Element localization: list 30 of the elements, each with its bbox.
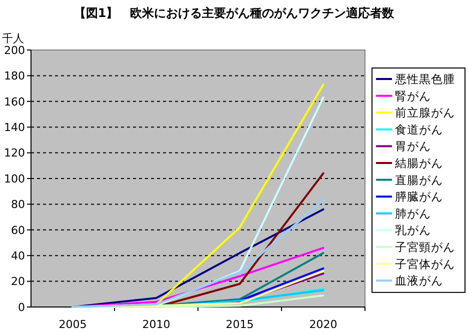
y-tick-label: 80 (11, 198, 25, 212)
x-tick-label: 2015 (226, 318, 254, 331)
y-tick-label: 0 (18, 300, 25, 314)
y-tick-label: 100 (4, 172, 25, 186)
y-tick-label: 180 (4, 70, 25, 83)
legend-label: 肺がん (395, 206, 431, 220)
legend-label: 子宮体がん (395, 256, 455, 271)
legend-label: 乳がん (395, 223, 431, 238)
y-tick-label: 40 (11, 249, 25, 262)
legend-label: 悪性黒色腫 (394, 72, 455, 86)
legend-label: 胃がん (395, 139, 431, 154)
x-tick-label: 2020 (309, 318, 338, 331)
y-tick-label: 160 (4, 95, 25, 108)
y-tick-label: 140 (4, 120, 25, 134)
legend-label: 前立腺がん (395, 106, 455, 120)
legend-label: 膵臓がん (395, 190, 443, 204)
legend-label: 食道がん (395, 122, 443, 136)
legend-label: 結腸がん (394, 156, 443, 170)
y-tick-label: 60 (11, 224, 25, 237)
y-tick-label: 120 (4, 146, 25, 160)
legend-label: 子宮頸がん (395, 240, 455, 254)
y-axis-title: 千人 (2, 32, 24, 45)
legend-label: 直腸がん (395, 172, 443, 187)
y-tick-label: 20 (11, 275, 25, 288)
legend-label: 腎がん (395, 88, 431, 103)
legend-label: 血液がん (395, 274, 443, 288)
chart-title: 【図1】 欧米における主要がん種のがんワクチン適応者数 (74, 6, 396, 20)
x-tick-label: 2010 (142, 318, 170, 331)
y-tick-label: 200 (4, 44, 25, 57)
x-tick-label: 2005 (58, 318, 87, 331)
